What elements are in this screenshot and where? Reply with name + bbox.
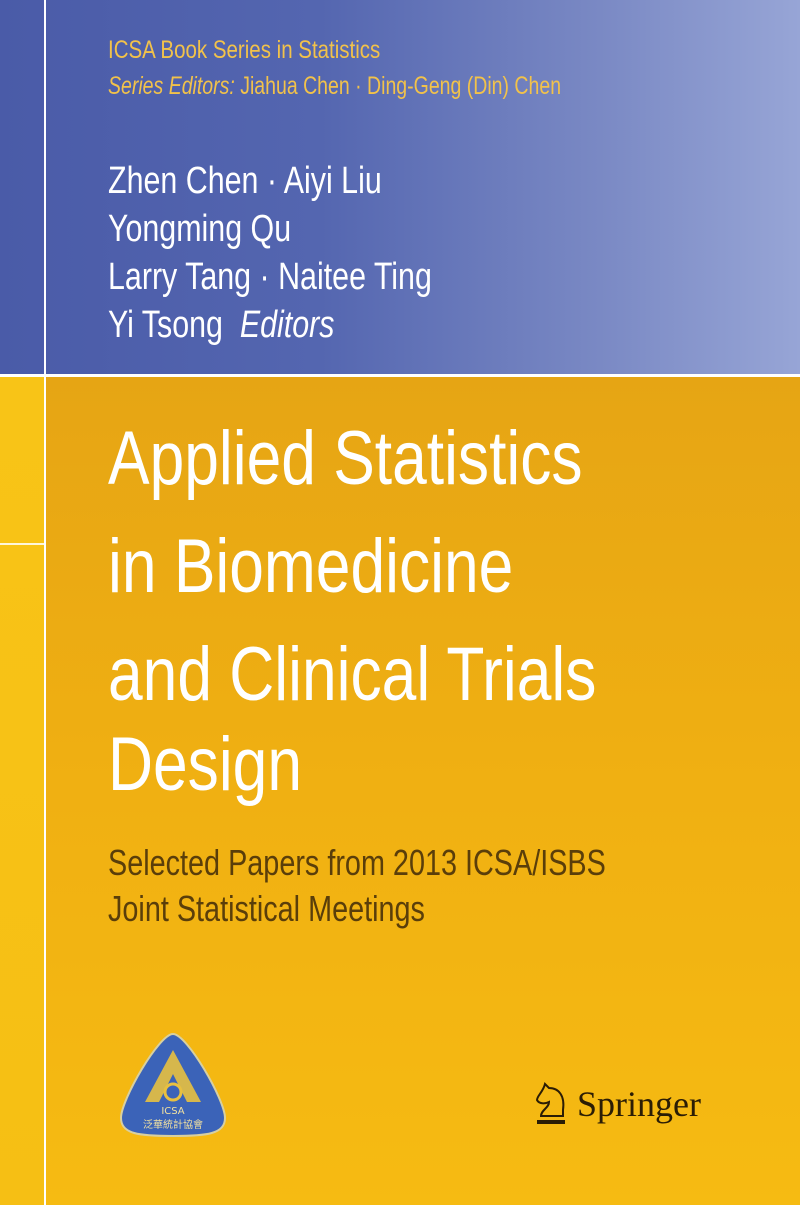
cover-top-panel — [0, 0, 800, 375]
editor-name: Yi Tsong — [108, 304, 223, 346]
editors-line: Yongming Qu — [108, 208, 292, 250]
title-line: Applied Statistics — [108, 416, 583, 501]
series-title: ICSA Book Series in Statistics — [108, 36, 381, 64]
icsa-logo: ICSA 泛華統計協會 — [117, 1030, 229, 1143]
strip-divider — [0, 543, 44, 545]
editors-role: Editors — [239, 304, 335, 346]
editors-line: Zhen Chen · Aiyi Liu — [108, 160, 382, 202]
title-line: and Clinical Trials — [108, 632, 597, 717]
springer-logo: Springer — [533, 1080, 701, 1128]
left-strip — [0, 377, 44, 1205]
series-editors-names: Jiahua Chen · Ding-Geng (Din) Chen — [240, 72, 562, 100]
title-line: Design — [108, 722, 302, 807]
horizontal-divider — [0, 374, 800, 377]
editors-line: Yi Tsong Editors — [108, 304, 334, 347]
subtitle-line: Selected Papers from 2013 ICSA/ISBS — [108, 842, 606, 883]
title-line: in Biomedicine — [108, 524, 514, 609]
cover-bottom-panel — [0, 377, 800, 1205]
publisher-name: Springer — [577, 1084, 701, 1124]
logo-text: ICSA — [161, 1106, 184, 1117]
subtitle-line: Joint Statistical Meetings — [108, 888, 425, 929]
vertical-divider — [44, 0, 46, 1205]
series-editors-label: Series Editors: — [108, 72, 235, 100]
chess-knight-icon — [535, 1082, 565, 1124]
logo-chinese: 泛華統計協會 — [143, 1118, 203, 1131]
editors-line: Larry Tang · Naitee Ting — [108, 256, 432, 298]
series-editors: Series Editors: Jiahua Chen · Ding-Geng … — [108, 72, 561, 101]
